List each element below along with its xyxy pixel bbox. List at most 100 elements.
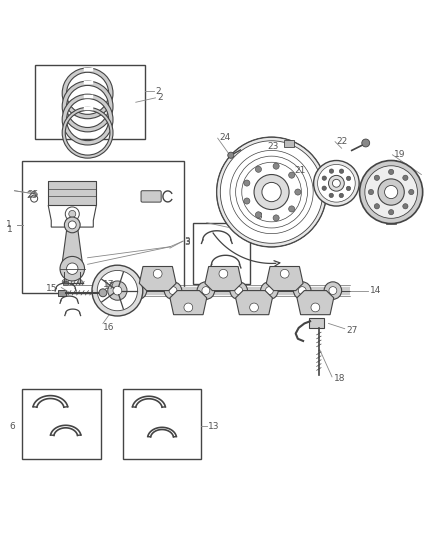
Bar	[386, 160, 396, 165]
Circle shape	[403, 204, 408, 209]
Circle shape	[262, 182, 281, 201]
Circle shape	[254, 174, 289, 209]
Text: 3: 3	[256, 212, 262, 221]
Text: 27: 27	[346, 326, 357, 335]
Text: 23: 23	[267, 142, 279, 150]
Circle shape	[374, 175, 379, 181]
Circle shape	[68, 221, 76, 229]
Circle shape	[289, 172, 295, 178]
Circle shape	[385, 185, 398, 199]
Circle shape	[217, 138, 326, 247]
Circle shape	[255, 212, 261, 218]
Circle shape	[250, 303, 258, 312]
Circle shape	[244, 198, 250, 204]
Circle shape	[329, 169, 334, 173]
Circle shape	[235, 287, 243, 295]
Bar	[22, 161, 184, 293]
Text: 17: 17	[104, 282, 115, 290]
Circle shape	[60, 256, 85, 281]
Circle shape	[164, 282, 182, 300]
Bar	[309, 318, 324, 328]
Circle shape	[65, 207, 79, 221]
Circle shape	[67, 263, 78, 274]
Bar	[193, 223, 250, 284]
Bar	[22, 389, 101, 459]
Bar	[123, 389, 201, 459]
Circle shape	[219, 269, 228, 278]
Circle shape	[113, 286, 122, 295]
Circle shape	[99, 289, 107, 297]
Circle shape	[295, 189, 301, 195]
Circle shape	[169, 287, 177, 295]
Text: 18: 18	[334, 374, 345, 383]
Text: 3: 3	[184, 237, 190, 246]
Circle shape	[328, 175, 344, 191]
Circle shape	[289, 206, 295, 212]
Circle shape	[92, 265, 143, 316]
Circle shape	[365, 166, 417, 219]
Text: 22: 22	[336, 137, 348, 146]
Circle shape	[329, 287, 337, 295]
Polygon shape	[170, 290, 207, 314]
Circle shape	[255, 166, 261, 172]
Bar	[284, 140, 294, 148]
FancyBboxPatch shape	[141, 191, 161, 202]
Circle shape	[220, 141, 323, 243]
Circle shape	[202, 287, 210, 295]
Polygon shape	[236, 290, 272, 314]
Circle shape	[378, 179, 404, 205]
Circle shape	[97, 270, 138, 311]
Circle shape	[184, 303, 193, 312]
Circle shape	[265, 287, 273, 295]
Text: 17: 17	[103, 280, 114, 289]
Circle shape	[332, 179, 340, 187]
Circle shape	[322, 176, 326, 180]
Circle shape	[129, 282, 147, 300]
Bar	[63, 281, 68, 285]
Circle shape	[197, 282, 215, 300]
Polygon shape	[61, 227, 83, 269]
Polygon shape	[297, 290, 334, 314]
Text: 2: 2	[155, 86, 161, 95]
Text: 24: 24	[219, 133, 230, 142]
Polygon shape	[139, 266, 176, 290]
Circle shape	[293, 282, 311, 300]
Circle shape	[311, 303, 320, 312]
Circle shape	[362, 139, 370, 147]
Text: 2: 2	[158, 93, 163, 102]
Circle shape	[78, 280, 82, 284]
Circle shape	[108, 281, 127, 300]
Text: 6: 6	[10, 422, 15, 431]
Circle shape	[318, 165, 355, 202]
Circle shape	[273, 215, 279, 221]
Circle shape	[62, 280, 67, 284]
Circle shape	[134, 287, 142, 295]
Circle shape	[230, 282, 247, 300]
Circle shape	[329, 193, 333, 198]
Bar	[48, 181, 96, 205]
Text: 25: 25	[27, 190, 39, 199]
Text: 3: 3	[184, 238, 190, 247]
Text: 15: 15	[46, 284, 57, 293]
Circle shape	[280, 269, 289, 278]
Polygon shape	[205, 266, 242, 290]
Circle shape	[346, 186, 351, 191]
Circle shape	[273, 163, 279, 169]
Text: 1: 1	[6, 220, 11, 229]
Circle shape	[389, 209, 394, 215]
Circle shape	[322, 186, 326, 190]
Circle shape	[339, 193, 343, 198]
Text: 21: 21	[294, 166, 306, 175]
Circle shape	[244, 180, 250, 186]
Bar	[35, 65, 145, 140]
Text: 19: 19	[394, 150, 406, 159]
Bar	[386, 219, 396, 224]
Circle shape	[261, 282, 278, 300]
Circle shape	[228, 152, 234, 158]
Circle shape	[69, 211, 76, 217]
Circle shape	[346, 176, 351, 181]
Text: 25: 25	[26, 191, 38, 200]
Circle shape	[217, 138, 326, 247]
Text: 14: 14	[370, 286, 381, 295]
Circle shape	[339, 169, 344, 173]
